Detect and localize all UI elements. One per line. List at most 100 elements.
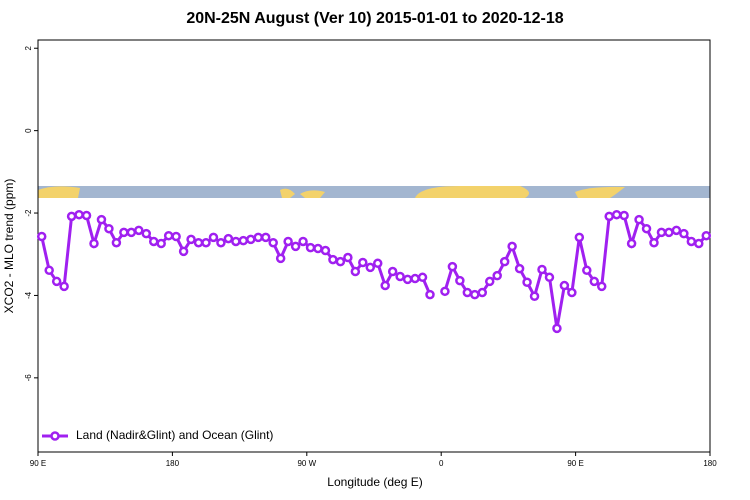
data-point [417, 272, 428, 283]
data-point [253, 232, 264, 243]
x-tick-label: 180 [703, 459, 717, 468]
plot-frame [37, 39, 711, 453]
data-point [358, 257, 368, 268]
data-point [156, 238, 166, 249]
y-tick-label: -2 [24, 209, 33, 217]
data-point [186, 234, 196, 245]
data-point [148, 236, 159, 247]
data-point [171, 231, 181, 242]
data-point [268, 237, 278, 248]
data-point [66, 211, 77, 222]
x-axis-label: Longitude (deg E) [327, 475, 422, 489]
data-point [447, 261, 458, 272]
data-point [51, 276, 62, 287]
data-point [440, 286, 450, 297]
data-point [201, 237, 211, 248]
x-tick-label: 90 W [297, 459, 316, 468]
data-point [126, 227, 137, 238]
data-point [163, 230, 174, 241]
data-point [701, 230, 712, 241]
data-point [462, 287, 473, 298]
data-point [313, 243, 323, 254]
data-point [544, 272, 555, 283]
data-point [626, 238, 637, 249]
data-point [208, 232, 219, 243]
data-point [290, 241, 301, 252]
data-point [74, 209, 84, 220]
data-point [470, 289, 480, 300]
data-point [238, 235, 249, 246]
legend-marker [50, 431, 60, 441]
data-point [335, 256, 346, 267]
data-point [664, 227, 674, 238]
data-point [507, 241, 517, 252]
data-point [134, 225, 144, 236]
data-point [537, 264, 547, 275]
data-point [223, 233, 234, 244]
data-point [216, 237, 226, 248]
data-point [619, 210, 629, 221]
data-point [328, 254, 338, 265]
x-tick-label: 0 [439, 459, 444, 468]
data-point [425, 289, 435, 300]
x-tick-label: 180 [166, 459, 180, 468]
data-point [350, 266, 361, 277]
data-point [679, 228, 689, 239]
data-point [178, 246, 189, 257]
x-tick-label: 90 E [567, 459, 583, 468]
data-point [596, 281, 607, 292]
data-point [529, 291, 540, 302]
data-point [694, 238, 704, 249]
data-point [649, 237, 659, 248]
data-point [574, 232, 585, 243]
data-point [641, 223, 652, 234]
data-point [582, 265, 592, 276]
data-point [522, 277, 532, 288]
data-point [283, 236, 293, 247]
data-point [193, 237, 204, 248]
x-tick-label: 90 E [30, 459, 46, 468]
y-tick-label: -4 [24, 291, 33, 299]
data-point [656, 227, 667, 238]
data-point [81, 210, 92, 221]
data-point [231, 236, 241, 247]
data-point [96, 214, 107, 225]
data-point [298, 236, 308, 247]
data-point [402, 274, 413, 285]
data-point [36, 231, 47, 242]
data-point [514, 263, 525, 274]
data-point [589, 276, 600, 287]
y-tick-label: 2 [24, 45, 33, 50]
data-point [365, 262, 376, 273]
data-point [671, 225, 682, 236]
data-point [372, 258, 383, 269]
data-point [246, 234, 256, 245]
data-point [141, 228, 152, 239]
data-point [410, 273, 420, 284]
data-point [44, 265, 54, 276]
data-point [552, 323, 562, 334]
data-point [477, 287, 488, 298]
data-point [567, 287, 577, 298]
data-point [559, 280, 570, 291]
y-axis-label: XCO2 - MLO trend (ppm) [2, 179, 16, 314]
data-point [305, 242, 316, 253]
data-point [686, 236, 697, 247]
data-point [343, 252, 353, 263]
data-point [387, 266, 398, 277]
data-point [484, 276, 495, 287]
data-point [604, 211, 614, 222]
data-point [395, 271, 405, 282]
data-point [455, 275, 465, 286]
data-point [119, 227, 129, 238]
data-point [275, 253, 286, 264]
legend-label: Land (Nadir&Glint) and Ocean (Glint) [76, 428, 273, 442]
chart-title: 20N-25N August (Ver 10) 2015-01-01 to 20… [186, 10, 563, 27]
y-tick-label: -6 [24, 374, 33, 382]
data-point [492, 270, 502, 281]
data-point [104, 223, 114, 234]
data-point [499, 256, 510, 267]
y-tick-label: 0 [24, 128, 33, 133]
